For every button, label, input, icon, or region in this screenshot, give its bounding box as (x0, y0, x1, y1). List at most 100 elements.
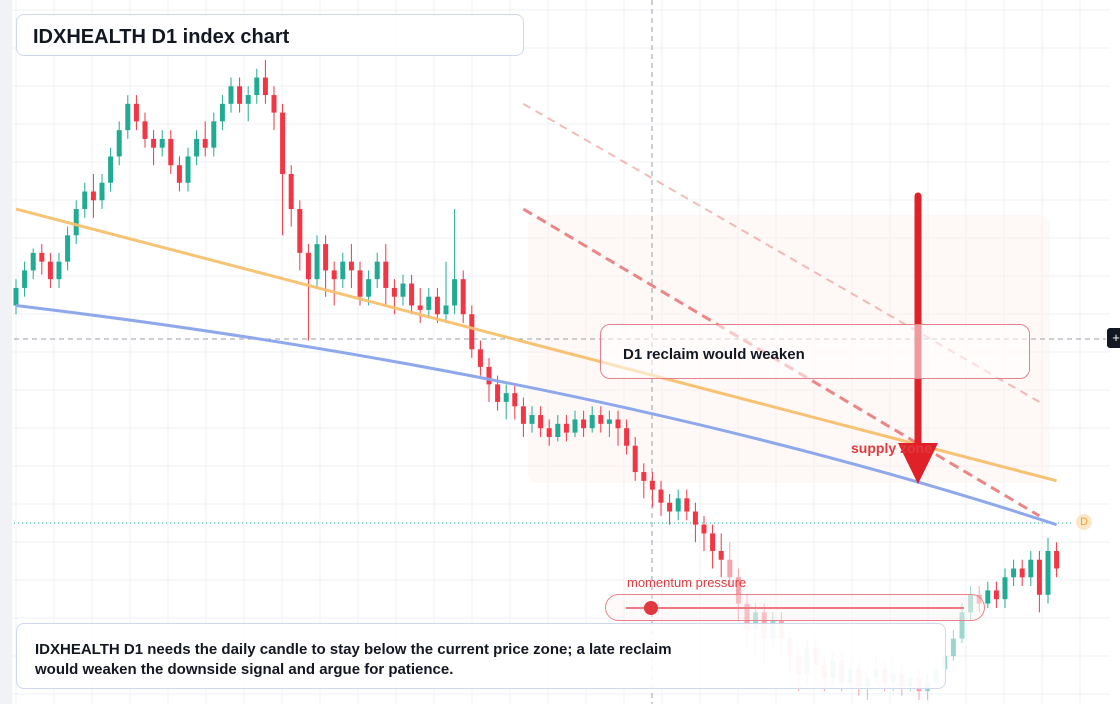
candle-body (1011, 568, 1017, 578)
candle-body (211, 121, 217, 148)
candle (434, 287, 440, 324)
candle (151, 130, 157, 166)
candle-body (185, 156, 191, 183)
candle (99, 173, 105, 210)
candle-body (176, 165, 182, 183)
candle-body (624, 428, 630, 446)
candle (340, 252, 346, 288)
candle-body (168, 138, 174, 166)
candle (271, 86, 277, 131)
candle-body (692, 511, 698, 525)
candle-body (598, 415, 604, 424)
candle (675, 489, 681, 521)
candle (176, 156, 182, 192)
candle-body (409, 283, 415, 306)
candle (219, 95, 225, 131)
candle-body (30, 252, 36, 271)
candle (1028, 550, 1034, 587)
candle-body (116, 130, 122, 157)
candle (572, 410, 578, 437)
candle (529, 406, 535, 433)
candle (469, 305, 475, 359)
candle (108, 147, 114, 192)
callout-text: D1 reclaim would weaken (623, 346, 805, 363)
candle (228, 77, 234, 113)
candle-body (477, 349, 483, 367)
candle (348, 244, 354, 288)
candle-body (985, 590, 991, 604)
candle (13, 279, 19, 315)
add-icon[interactable]: + (1107, 328, 1120, 348)
candle-body (1019, 568, 1025, 578)
candle (159, 130, 165, 157)
candle (426, 287, 432, 319)
candle-body (1045, 550, 1051, 595)
candle-body (133, 103, 139, 122)
candle-body (280, 112, 286, 174)
candle (65, 226, 71, 271)
candle-body (649, 480, 655, 490)
candle-body (735, 577, 741, 604)
candle-body (400, 283, 406, 297)
momentum-knob[interactable] (644, 601, 658, 615)
candle (443, 261, 449, 324)
candle (47, 252, 53, 288)
candle-body (357, 270, 363, 297)
candle-body (503, 393, 509, 402)
candle-body (968, 594, 974, 613)
candle (985, 581, 991, 608)
candle (641, 463, 647, 499)
candle (323, 235, 329, 297)
candle (667, 493, 673, 525)
candle (692, 502, 698, 543)
candle (1045, 537, 1051, 604)
analysis-note: IDXHEALTH D1 needs the daily candle to s… (16, 623, 946, 689)
candle-body (314, 244, 320, 280)
timeframe-badge[interactable]: D (1076, 514, 1092, 530)
candle-body (452, 279, 458, 306)
candle (632, 436, 638, 481)
candle-body (417, 305, 423, 310)
candle-body (1054, 550, 1060, 569)
candle-body (47, 261, 53, 280)
candle-body (13, 287, 19, 306)
candle (125, 95, 131, 139)
candle-body (305, 252, 311, 280)
candle-body (159, 138, 165, 148)
candle (710, 524, 716, 569)
candle-body (460, 279, 466, 315)
candle-body (125, 103, 131, 131)
candle (245, 86, 251, 122)
candle (288, 165, 294, 227)
candle-body (615, 419, 621, 429)
blue-trendline (15, 303, 1058, 527)
candle (615, 410, 621, 446)
supply-zone-label: supply zone (851, 440, 932, 456)
candle (331, 261, 337, 306)
candle (581, 410, 587, 437)
candle (90, 173, 96, 218)
candle-body (675, 498, 681, 512)
candle-body (194, 138, 200, 157)
candle-body (228, 86, 234, 104)
candle-body (1028, 559, 1034, 578)
candle-body (563, 423, 569, 433)
candle (211, 112, 217, 157)
candle (993, 581, 999, 608)
candle-body (1002, 577, 1008, 600)
candle (409, 274, 415, 315)
candle-body (262, 77, 268, 96)
reclaim-callout: D1 reclaim would weaken (600, 324, 1030, 379)
candle (477, 340, 483, 376)
candle (460, 270, 466, 324)
candle-body (606, 419, 612, 424)
orange-trendline (15, 207, 1057, 483)
candle-body (443, 305, 449, 315)
candle (546, 419, 552, 446)
momentum-slider[interactable] (605, 594, 985, 621)
candle-body (555, 423, 561, 437)
candle (598, 406, 604, 433)
candle (297, 200, 303, 271)
candle-body (245, 95, 251, 104)
candle (606, 410, 612, 437)
